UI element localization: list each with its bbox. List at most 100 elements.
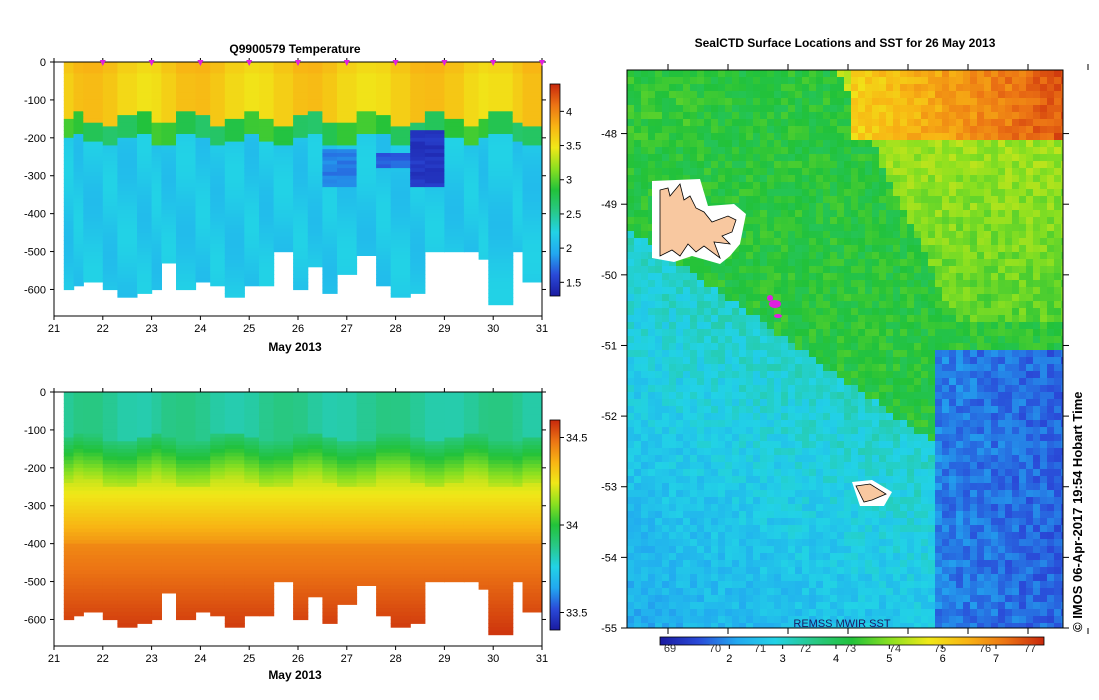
profile-cell — [307, 137, 323, 143]
profile-cell — [224, 171, 245, 177]
profile-cell — [151, 259, 162, 264]
profile-cell — [161, 96, 177, 101]
profile-cell — [244, 240, 260, 245]
profile-cell — [488, 130, 514, 135]
profile-cell — [63, 73, 75, 78]
profile-marker — [490, 60, 497, 66]
sst-cell — [634, 77, 642, 85]
sst-cell — [886, 133, 894, 141]
sst-cell — [676, 126, 684, 134]
profile-cell — [376, 236, 392, 241]
profile-cell — [161, 543, 177, 548]
profile-cell — [356, 236, 377, 241]
sst-cell — [641, 168, 649, 176]
profile-cell — [273, 221, 294, 226]
profile-cell — [117, 92, 138, 97]
profile-cell — [259, 471, 275, 476]
profile-cell — [137, 501, 153, 507]
profile-cell — [512, 111, 524, 116]
profile-cell — [410, 566, 426, 571]
profile-cell — [307, 566, 323, 571]
profile-cell — [117, 122, 138, 128]
profile-cell — [73, 198, 84, 203]
sst-cell — [900, 147, 908, 155]
profile-cell — [478, 448, 489, 454]
profile-cell — [293, 122, 309, 128]
profile-cell — [376, 395, 392, 401]
profile-cell — [322, 604, 338, 609]
profile-cell — [390, 479, 411, 484]
profile-cell — [63, 611, 75, 617]
profile-cell — [117, 285, 138, 291]
profile-cell — [63, 445, 75, 450]
sst-cell — [816, 189, 824, 197]
sst-cell — [711, 112, 719, 120]
sst-cell — [928, 105, 936, 113]
profile-cell — [102, 107, 118, 112]
profile-cell — [224, 247, 245, 253]
sst-cell — [662, 154, 670, 162]
profile-cell — [224, 187, 245, 192]
profile-cell — [322, 217, 338, 222]
profile-cell — [102, 399, 118, 404]
profile-cell — [176, 65, 197, 71]
profile-cell — [210, 399, 226, 404]
sst-cell — [1005, 154, 1013, 162]
profile-cell — [63, 81, 75, 86]
sst-cell — [949, 91, 957, 99]
profile-cell — [478, 547, 489, 552]
profile-cell — [210, 255, 226, 260]
profile-cell — [293, 281, 309, 287]
profile-cell — [337, 259, 358, 264]
sst-cell — [648, 84, 656, 92]
profile-cell — [410, 88, 426, 93]
sst-cell — [767, 119, 775, 127]
sst-cell — [662, 175, 670, 183]
profile-cell — [117, 209, 138, 215]
profile-cell — [356, 183, 377, 188]
profile-cell — [244, 77, 260, 82]
profile-cell — [151, 88, 162, 93]
sst-cell — [991, 182, 999, 190]
profile-cell — [424, 168, 445, 173]
sst-cell — [711, 84, 719, 92]
sst-cell — [781, 91, 789, 99]
profile-cell — [73, 240, 84, 245]
profile-cell — [307, 228, 323, 234]
sst-cell — [970, 70, 978, 78]
profile-cell — [273, 422, 294, 427]
profile-cell — [73, 209, 84, 215]
profile-cell — [356, 187, 377, 192]
profile-cell — [424, 236, 445, 241]
profile-cell — [424, 452, 445, 458]
profile-cell — [195, 536, 211, 541]
profile-cell — [410, 437, 426, 442]
profile-cell — [478, 175, 489, 181]
profile-cell — [210, 194, 226, 200]
sst-cell — [942, 196, 950, 204]
profile-cell — [63, 574, 75, 579]
profile-cell — [137, 418, 153, 423]
profile-cell — [512, 122, 524, 128]
profile-cell — [522, 96, 542, 101]
sst-cell — [1019, 189, 1027, 197]
sst-cell — [963, 112, 971, 120]
profile-cell — [390, 156, 411, 162]
sst-cell — [781, 147, 789, 155]
profile-cell — [356, 225, 377, 230]
profile-cell — [293, 494, 309, 499]
profile-cell — [161, 225, 177, 230]
profile-cell — [224, 411, 245, 416]
profile-cell — [307, 221, 323, 226]
profile-cell — [410, 73, 426, 78]
profile-cell — [244, 244, 260, 249]
profile-cell — [259, 611, 275, 617]
profile-cell — [73, 160, 84, 165]
profile-cell — [244, 153, 260, 158]
profile-cell — [376, 213, 392, 218]
profile-cell — [376, 414, 392, 420]
sst-cell — [683, 84, 691, 92]
profile-cell — [376, 490, 392, 495]
profile-cell — [117, 194, 138, 200]
profile-cell — [224, 551, 245, 556]
